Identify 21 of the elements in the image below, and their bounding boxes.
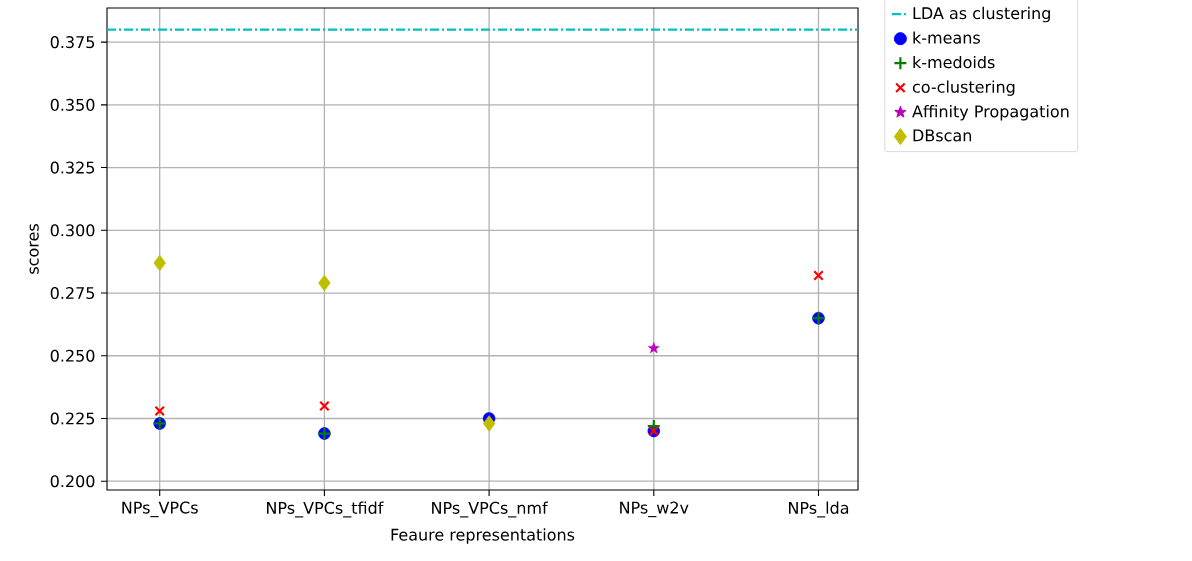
y-tick-label: 0.375 <box>50 36 95 49</box>
x-tick-label: NPs_VPCs <box>122 501 198 518</box>
y-tick-label: 0.275 <box>50 286 95 300</box>
x-tick-label: NPs_VPCs_nmf <box>432 501 548 518</box>
legend-label: k-medoids <box>913 55 995 69</box>
legend-label: Affinity Propagation <box>912 105 1069 121</box>
y-tick-label: 0.300 <box>50 224 95 237</box>
y-tick-label: 0.200 <box>50 475 95 488</box>
y-tick-label: 0.250 <box>50 349 95 362</box>
y-tick-label: 0.350 <box>50 98 95 111</box>
y-axis-title: scores <box>29 224 39 274</box>
x-tick-label: NPs_VPCs_tfidf <box>267 501 384 518</box>
x-tick-label: NPs_lda <box>789 501 849 518</box>
legend-label: LDA as clustering <box>913 6 1050 23</box>
legend-label: k-means <box>913 31 980 44</box>
x-tick-label: NPs_w2v <box>620 501 689 518</box>
legend-label: co-clustering <box>912 80 1015 96</box>
legend-label: DBscan <box>913 129 972 142</box>
x-axis-title: Feaure representations <box>391 528 575 544</box>
y-tick-label: 0.325 <box>50 161 95 174</box>
y-tick-label: 0.225 <box>50 412 95 425</box>
